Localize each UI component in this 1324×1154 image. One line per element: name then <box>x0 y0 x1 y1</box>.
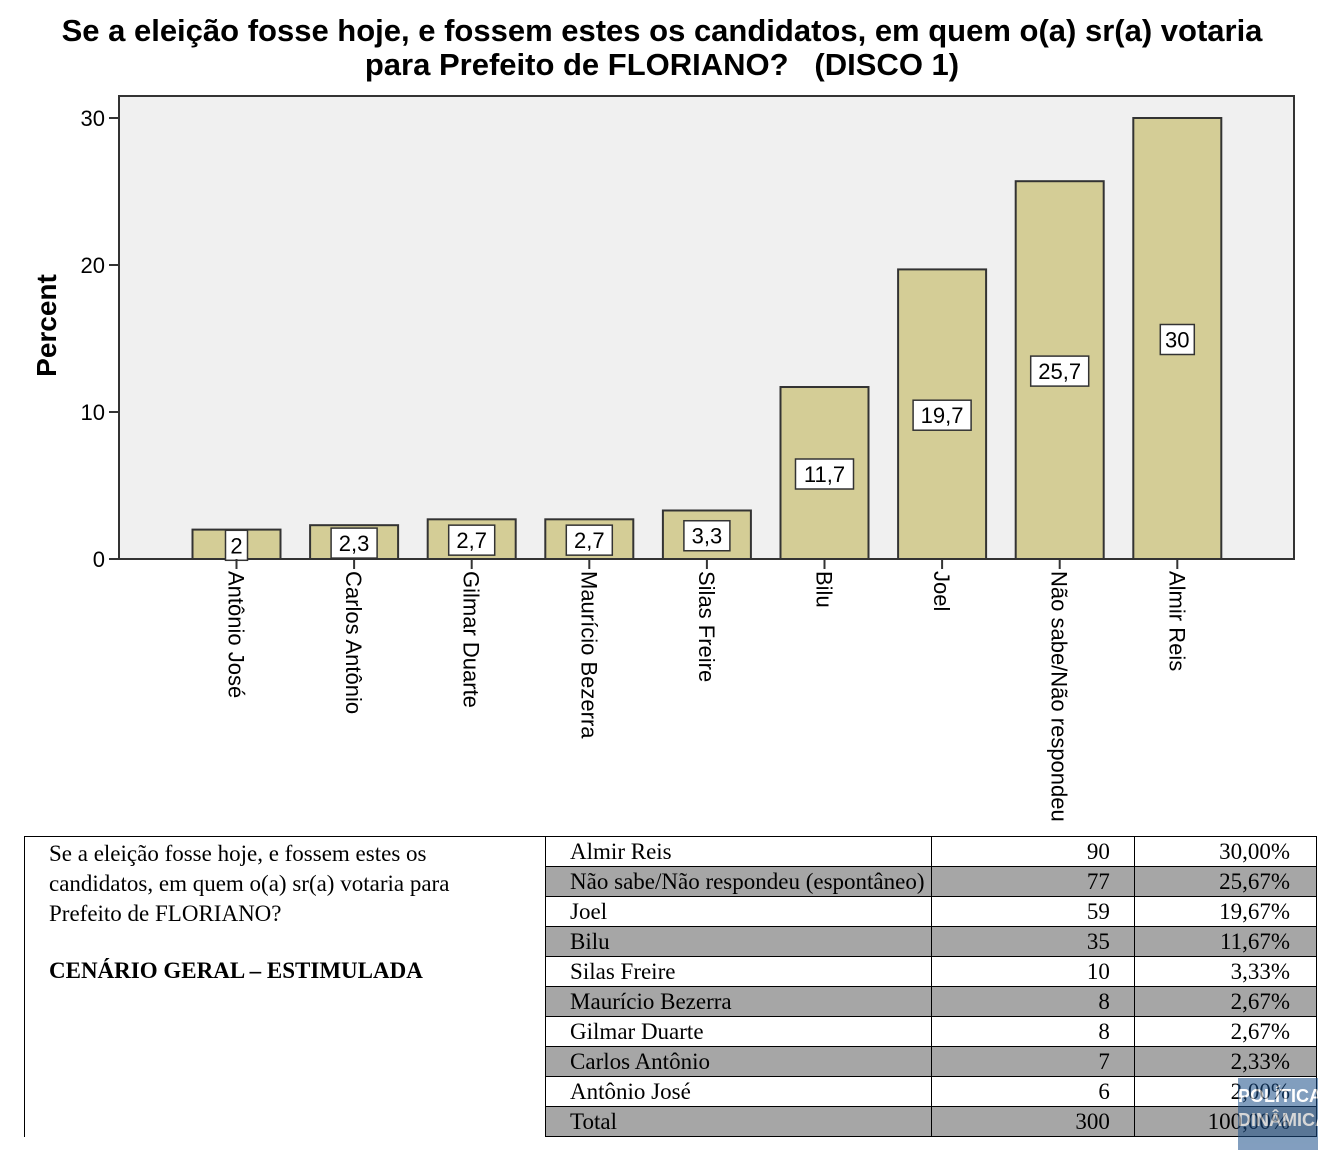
y-tick-label: 30 <box>81 106 105 131</box>
candidate-name-cell: Gilmar Duarte <box>545 1016 932 1047</box>
data-label-box <box>1159 323 1196 356</box>
vote-count-cell: 7 <box>930 1046 1135 1077</box>
x-tick-label: Maurício Bezerra <box>576 571 601 739</box>
data-label-box <box>565 524 614 556</box>
candidate-name-cell: Joel <box>545 896 932 927</box>
chart-title-line-2: para Prefeito de FLORIANO? (DISCO 1) <box>364 47 960 82</box>
percent-cell: 2,33% <box>1133 1046 1318 1077</box>
results-table: Se a eleição fosse hoje, e fossem estes … <box>23 836 1318 1137</box>
vote-count-cell: 6 <box>930 1076 1135 1107</box>
x-tick-label: Não sabe/Não respondeu <box>1047 571 1072 822</box>
x-tick-label: Bilu <box>812 571 837 608</box>
table-row: Silas Freire 10 3,33% <box>25 956 1318 987</box>
plot-area <box>118 95 1295 560</box>
percent-cell: 2,67% <box>1133 986 1318 1017</box>
y-tick-label: 0 <box>93 547 105 572</box>
y-axis-label: Percent <box>31 274 62 377</box>
data-label: 25,7 <box>1038 359 1081 384</box>
table-row: Joel 59 19,67% <box>25 896 1318 927</box>
y-tick-label: 20 <box>81 253 105 278</box>
watermark-line-2: DINÂMICA <box>1238 1110 1324 1130</box>
percent-cell: 19,67% <box>1133 896 1318 927</box>
table-row: Maurício Bezerra 8 2,67% <box>25 986 1318 1017</box>
watermark-logo: POLÍTICA DINÂMICA <box>1238 1078 1324 1150</box>
data-label: 2,7 <box>574 528 605 553</box>
data-label-box <box>1029 355 1090 387</box>
candidate-name-cell: Não sabe/Não respondeu (espontâneo) <box>545 866 932 897</box>
x-tick-label: Silas Freire <box>694 571 719 682</box>
vote-count-cell: 90 <box>930 836 1135 867</box>
vote-count-cell: 77 <box>930 866 1135 897</box>
percent-cell: 2,67% <box>1133 1016 1318 1047</box>
x-tick-label: Antônio José <box>224 571 249 698</box>
data-label-box <box>330 527 378 559</box>
vote-count-cell: 300 <box>930 1106 1135 1137</box>
bar-chart: 0 10 20 30 Percent 2 Antônio José 2,3 Carlos Ant… <box>31 95 1295 822</box>
scenario-label: CENÁRIO GERAL – ESTIMULADA <box>49 958 423 983</box>
data-label: 2 <box>230 533 242 558</box>
vote-count-cell: 8 <box>930 986 1135 1017</box>
data-label-box <box>794 458 855 490</box>
vote-count-cell: 59 <box>930 896 1135 927</box>
candidate-name-cell: Silas Freire <box>545 956 932 987</box>
question-cell: Se a eleição fosse hoje, e fossem estes … <box>23 836 547 1137</box>
question-text: Se a eleição fosse hoje, e fossem estes … <box>49 841 450 926</box>
data-label: 3,3 <box>692 524 723 549</box>
percent-cell: 3,33% <box>1133 956 1318 987</box>
candidate-name-cell: Bilu <box>545 926 932 957</box>
percent-cell: 30,00% <box>1133 836 1318 867</box>
vote-count-cell: 10 <box>930 956 1135 987</box>
candidate-name-cell: Almir Reis <box>545 836 932 867</box>
x-tick-label: Almir Reis <box>1164 571 1189 671</box>
percent-cell: 25,67% <box>1133 866 1318 897</box>
y-tick-label: 10 <box>81 400 105 425</box>
candidate-name-cell: Antônio José <box>545 1076 932 1107</box>
data-label-box <box>912 399 972 431</box>
percent-cell: 11,67% <box>1133 926 1318 957</box>
table-row: Se a eleição fosse hoje, e fossem estes … <box>23 836 1318 1137</box>
chart-title-line-1: Se a eleição fosse hoje, e fossem estes … <box>61 13 1263 48</box>
x-tick-label: Carlos Antônio <box>341 571 366 714</box>
data-label-box <box>447 524 496 556</box>
data-label: 19,7 <box>921 403 964 428</box>
table-row: Carlos Antônio 7 2,33% <box>25 1046 1318 1077</box>
candidate-name-cell: Maurício Bezerra <box>545 986 932 1017</box>
table-row: Não sabe/Não respondeu (espontâneo) 77 25,… <box>25 866 1318 897</box>
data-label: 2,3 <box>339 531 370 556</box>
vote-count-cell: 35 <box>930 926 1135 957</box>
data-label: 11,7 <box>804 462 845 487</box>
data-label: 30 <box>1165 328 1189 353</box>
vote-count-cell: 8 <box>930 1016 1135 1047</box>
candidate-name-cell: Total <box>545 1106 932 1137</box>
data-label-box <box>683 519 731 552</box>
table-row: Bilu 35 11,67% <box>25 926 1318 957</box>
x-tick-label: Joel <box>929 571 954 611</box>
data-label: 2,7 <box>456 528 487 553</box>
chart-title: Se a eleição fosse hoje, e fossem estes … <box>0 14 1324 82</box>
watermark-line-1: POLÍTICA <box>1238 1086 1322 1106</box>
candidate-name-cell: Carlos Antônio <box>545 1046 932 1077</box>
x-tick-label: Gilmar Duarte <box>459 571 484 708</box>
